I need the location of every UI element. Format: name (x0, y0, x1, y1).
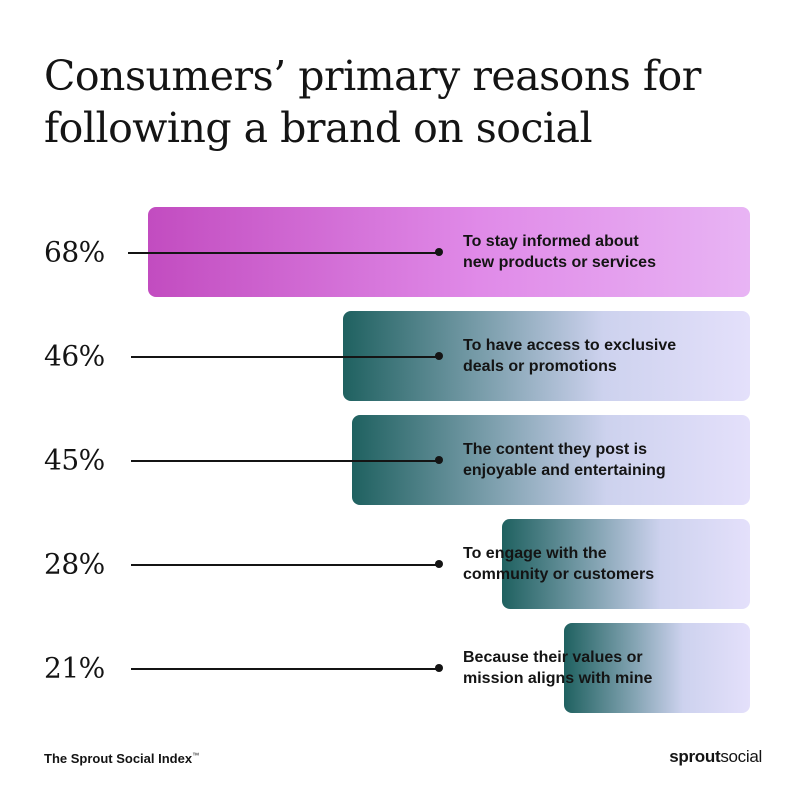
leader-dot-3 (435, 456, 443, 464)
title-line-2: following a brand on social (44, 104, 593, 152)
bar-row-2: 46% To have access to exclusive deals or p… (0, 311, 800, 401)
chart-title: Consumers’ primary reasons for following… (44, 50, 764, 154)
category-label-5: Because their values or mission aligns wi… (463, 647, 753, 689)
leader-line-5 (131, 668, 439, 670)
bar-row-4: 28% To engage with the community or custom… (0, 519, 800, 609)
value-label-2: 46% (44, 339, 105, 373)
category-label-1-line-1: To stay informed about (463, 233, 639, 250)
category-label-4-line-2: community or customers (463, 566, 655, 583)
bar-row-1: 68% To stay informed about new products or… (0, 207, 800, 297)
leader-dot-1 (435, 248, 443, 256)
value-label-3: 45% (44, 443, 105, 477)
leader-dot-5 (435, 664, 443, 672)
value-label-1: 68% (44, 235, 105, 269)
value-label-4: 28% (44, 547, 105, 581)
sproutsocial-logo: sproutsocial (669, 747, 762, 767)
category-label-1: To stay informed about new products or se… (463, 231, 753, 273)
category-label-2: To have access to exclusive deals or prom… (463, 335, 753, 377)
title-line-1: Consumers’ primary reasons for (44, 52, 701, 100)
source-text: The Sprout Social Index (44, 751, 193, 766)
bar-5 (564, 623, 750, 713)
leader-line-3 (131, 460, 439, 462)
logo-word-social: social (720, 747, 762, 766)
bar-4 (502, 519, 750, 609)
leader-dot-4 (435, 560, 443, 568)
category-label-5-line-2: mission aligns with mine (463, 670, 653, 687)
leader-line-2 (131, 356, 439, 358)
bar-row-5: 21% Because their values or mission aligns… (0, 623, 800, 713)
bar-chart: 68% To stay informed about new products or… (0, 190, 800, 730)
category-label-1-line-2: new products or services (463, 254, 656, 271)
bar-row-3: 45% The content they post is enjoyable and… (0, 415, 800, 505)
category-label-2-line-2: deals or promotions (463, 358, 617, 375)
category-label-5-line-1: Because their values or (463, 649, 643, 666)
category-label-3-line-1: The content they post is (463, 441, 648, 458)
category-label-4: To engage with the community or customers (463, 543, 753, 585)
leader-line-1 (128, 252, 439, 254)
trademark-mark: ™ (192, 752, 200, 760)
leader-dot-2 (435, 352, 443, 360)
source-note: The Sprout Social Index™ (44, 751, 199, 766)
leader-line-4 (131, 564, 439, 566)
category-label-4-line-1: To engage with the (463, 545, 607, 562)
value-label-5: 21% (44, 651, 105, 685)
logo-word-sprout: sprout (669, 747, 721, 766)
category-label-3: The content they post is enjoyable and en… (463, 439, 753, 481)
category-label-2-line-1: To have access to exclusive (463, 337, 677, 354)
category-label-3-line-2: enjoyable and entertaining (463, 462, 666, 479)
